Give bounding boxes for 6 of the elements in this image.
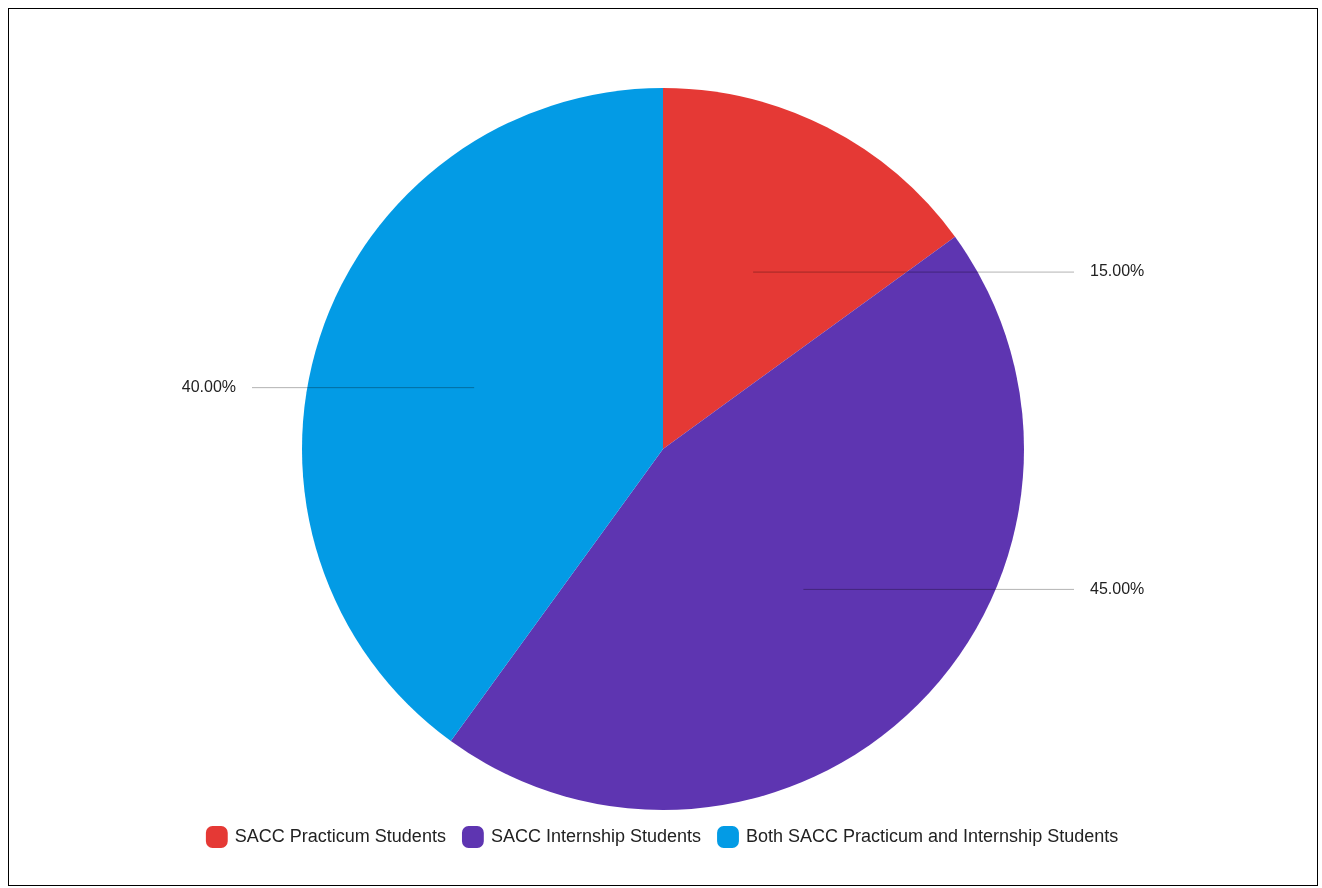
- legend-label: SACC Practicum Students: [234, 825, 446, 846]
- legend-label: SACC Internship Students: [490, 825, 702, 846]
- data-label: 45.00%: [1090, 579, 1145, 597]
- data-label: 15.00%: [1090, 262, 1145, 280]
- legend-label: Both SACC Practicum and Internship Students: [746, 825, 1119, 846]
- data-label: 40.00%: [181, 378, 236, 396]
